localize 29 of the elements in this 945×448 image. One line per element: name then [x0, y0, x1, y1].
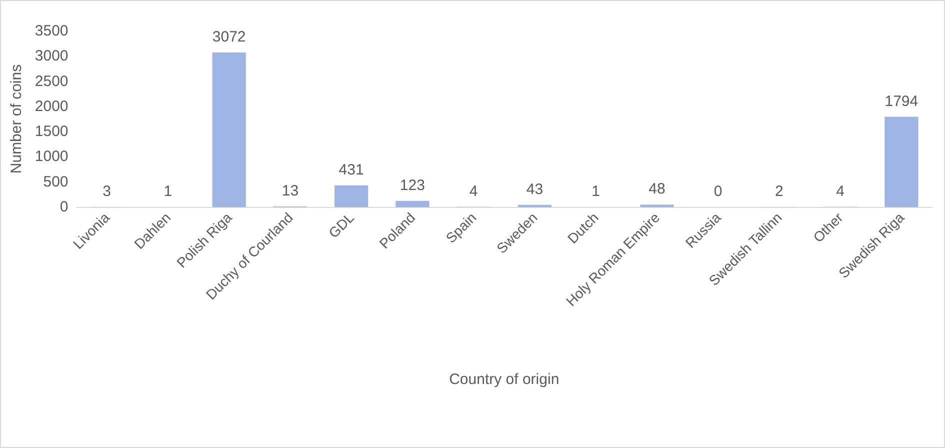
y-tick-label: 2500	[34, 72, 68, 90]
data-label: 1794	[884, 92, 918, 110]
bar	[212, 52, 246, 207]
data-label: 4	[836, 182, 844, 200]
data-label: 1	[164, 182, 172, 200]
y-tick-label: 1000	[34, 148, 68, 166]
bar	[396, 200, 430, 207]
data-label: 4	[469, 182, 478, 200]
bar	[884, 116, 918, 207]
y-tick-label: 3500	[34, 22, 68, 40]
y-tick-label: 500	[43, 173, 68, 190]
y-tick-label: 1500	[34, 123, 68, 140]
data-label: 13	[282, 182, 299, 200]
data-label: 123	[400, 176, 425, 194]
data-label: 48	[648, 180, 666, 198]
y-tick-label: 0	[60, 198, 68, 216]
data-label: 1	[592, 182, 600, 200]
data-label: 3	[102, 182, 112, 200]
x-tick-label: GDL	[325, 209, 358, 241]
bar	[334, 185, 368, 207]
data-label: 43	[526, 180, 544, 198]
y-tick-label: 2000	[34, 98, 68, 115]
y-tick-label: 3000	[34, 48, 68, 65]
data-label: 3072	[212, 28, 246, 46]
data-label: 2	[775, 182, 784, 200]
data-label: 431	[338, 161, 364, 178]
data-label: 0	[714, 183, 722, 200]
y-axis-title: Number of coins	[8, 64, 25, 174]
x-axis-title: Country of origin	[449, 371, 560, 388]
